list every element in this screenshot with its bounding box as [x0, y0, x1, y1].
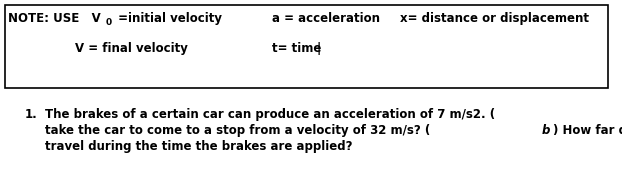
Text: The brakes of a certain car can produce an acceleration of 7 m/s2. (: The brakes of a certain car can produce …: [45, 108, 495, 121]
Text: a = acceleration: a = acceleration: [272, 12, 380, 25]
Text: b: b: [542, 124, 550, 137]
Text: take the car to come to a stop from a velocity of 32 m/s? (: take the car to come to a stop from a ve…: [45, 124, 430, 137]
Text: x= distance or displacement: x= distance or displacement: [400, 12, 589, 25]
Text: 1.: 1.: [25, 108, 38, 121]
Text: NOTE: USE   V: NOTE: USE V: [8, 12, 101, 25]
Bar: [5, 5, 608, 88]
Text: ) How far does the car: ) How far does the car: [553, 124, 622, 137]
Text: V = final velocity: V = final velocity: [75, 42, 188, 55]
Text: |: |: [316, 42, 320, 55]
Text: travel during the time the brakes are applied?: travel during the time the brakes are ap…: [45, 140, 353, 153]
Text: 0: 0: [106, 18, 112, 27]
Text: t= time: t= time: [272, 42, 322, 55]
Text: =initial velocity: =initial velocity: [114, 12, 222, 25]
